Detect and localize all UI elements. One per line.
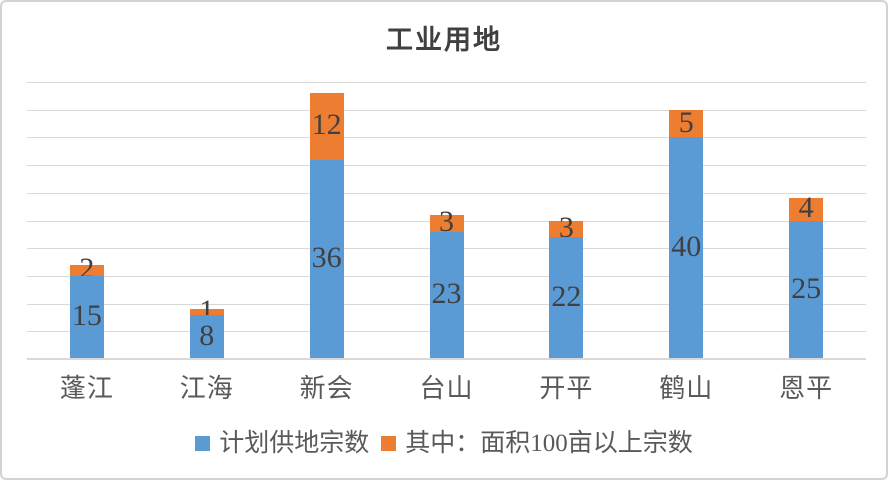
x-axis-label-台山: 台山 (419, 374, 474, 403)
x-axis-label-鹤山: 鹤山 (659, 374, 714, 403)
legend-item-1: 计划供地宗数 (195, 430, 369, 458)
bar-slot-开平: 3 22 (506, 82, 626, 359)
gridline-35 (27, 165, 866, 167)
chart-title: 工业用地 (386, 25, 502, 55)
data-label: 8 (199, 318, 215, 352)
bar-column-蓬江: 2 15 (69, 254, 104, 359)
gridline-30 (27, 192, 866, 194)
gridline-50 (27, 82, 866, 83)
bar-column-开平: 3 22 (549, 212, 584, 359)
bar-segment-series1-江海: 8 (189, 314, 224, 359)
bar-segment-series2-恩平: 4 (789, 193, 824, 223)
gridline-45 (27, 109, 866, 111)
bar-segment-series1-鹤山: 40 (669, 137, 704, 359)
bar-column-台山: 3 23 (429, 207, 464, 359)
bar-slot-台山: 3 23 (387, 82, 507, 359)
gridline-40 (27, 137, 866, 139)
bar-column-鹤山: 5 40 (669, 105, 704, 359)
bar-slot-新会: 12 36 (267, 82, 387, 359)
plot-area: 2 15 1 8 12 36 3 23 3 22 5 40 4 25 (27, 82, 866, 360)
x-axis-label-开平: 开平 (539, 374, 594, 403)
x-axis-labels: 蓬江 江海 新会 台山 开平 鹤山 恩平 (27, 368, 866, 405)
bar-segment-series1-恩平: 25 (789, 220, 824, 359)
data-label: 36 (311, 241, 342, 275)
legend-item-2: 其中：面积100亩以上宗数 (381, 430, 693, 458)
data-label: 25 (791, 271, 822, 305)
data-label: 5 (678, 105, 694, 139)
data-label: 3 (439, 205, 454, 239)
bar-segment-series2-台山: 3 (429, 207, 464, 237)
bar-segment-series2-蓬江: 2 (69, 254, 104, 284)
bar-segment-series1-台山: 23 (429, 231, 464, 359)
data-label: 40 (671, 230, 702, 264)
x-axis-label-新会: 新会 (299, 374, 354, 403)
bar-slot-蓬江: 2 15 (27, 82, 147, 359)
bar-segment-series2-新会: 12 (309, 93, 344, 160)
x-axis-line (27, 358, 866, 360)
legend-label: 计划供地宗数 (219, 430, 370, 457)
bar-segment-series1-开平: 22 (549, 237, 584, 359)
bar-segment-series1-新会: 36 (309, 159, 344, 359)
bar-segment-series2-开平: 3 (549, 212, 584, 242)
bar-segment-series1-蓬江: 15 (69, 275, 104, 359)
legend-label: 其中：面积100亩以上宗数 (405, 430, 693, 457)
bar-slot-恩平: 4 25 (746, 82, 866, 359)
data-label: 3 (558, 210, 574, 244)
bar-column-恩平: 4 25 (789, 193, 824, 359)
x-axis-label-江海: 江海 (179, 374, 234, 403)
data-label: 4 (798, 191, 814, 225)
bar-segment-series2-鹤山: 5 (669, 105, 704, 139)
data-label: 15 (71, 299, 102, 333)
data-label: 12 (311, 108, 342, 142)
data-label: 23 (431, 277, 462, 311)
bar-slot-鹤山: 5 40 (626, 82, 746, 359)
bar-series: 2 15 1 8 12 36 3 23 3 22 5 40 4 25 (27, 82, 866, 359)
bar-column-新会: 12 36 (309, 93, 344, 359)
legend-swatch-icon (381, 436, 397, 452)
data-label: 22 (551, 279, 582, 313)
legend: 计划供地宗数 其中：面积100亩以上宗数 (2, 430, 886, 458)
x-axis-label-恩平: 恩平 (779, 374, 834, 403)
legend-swatch-icon (195, 436, 211, 452)
x-axis-label-蓬江: 蓬江 (59, 374, 114, 403)
